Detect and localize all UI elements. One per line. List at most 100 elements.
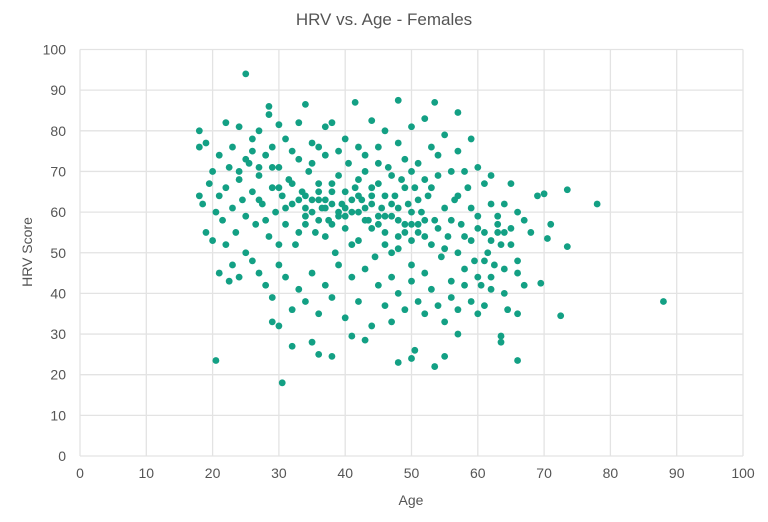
data-point bbox=[235, 273, 243, 281]
data-point bbox=[355, 298, 362, 305]
data-point bbox=[427, 285, 435, 293]
data-point bbox=[394, 216, 402, 224]
data-point bbox=[421, 233, 429, 240]
data-point bbox=[394, 359, 402, 366]
data-point bbox=[374, 159, 382, 167]
data-point bbox=[242, 212, 250, 220]
data-point bbox=[328, 200, 336, 208]
data-point bbox=[308, 208, 316, 216]
data-point bbox=[255, 269, 263, 277]
data-point bbox=[467, 237, 475, 244]
data-point bbox=[454, 330, 462, 338]
data-point bbox=[527, 229, 535, 236]
data-point bbox=[229, 261, 236, 269]
data-point bbox=[265, 103, 273, 110]
data-point bbox=[212, 208, 220, 216]
data-point bbox=[348, 196, 356, 204]
data-point bbox=[500, 290, 508, 297]
data-point bbox=[255, 127, 263, 135]
data-point bbox=[447, 294, 455, 301]
data-point bbox=[447, 216, 455, 224]
data-point bbox=[235, 168, 243, 175]
data-point bbox=[441, 318, 449, 326]
data-point bbox=[464, 184, 472, 192]
data-point bbox=[388, 318, 396, 326]
data-point bbox=[381, 212, 389, 220]
data-point bbox=[507, 224, 515, 232]
data-point bbox=[315, 196, 323, 204]
data-point bbox=[302, 298, 309, 305]
data-point bbox=[487, 172, 495, 179]
data-point bbox=[321, 196, 329, 204]
data-point bbox=[454, 249, 462, 257]
data-point bbox=[514, 310, 521, 318]
x-tick-label: 30 bbox=[271, 465, 287, 481]
data-point bbox=[481, 257, 488, 265]
data-point bbox=[500, 265, 508, 273]
data-point bbox=[368, 117, 376, 125]
data-point bbox=[348, 241, 356, 249]
data-point bbox=[398, 176, 405, 183]
data-point bbox=[275, 184, 283, 192]
data-point bbox=[371, 253, 379, 261]
y-tick-label: 80 bbox=[50, 123, 66, 139]
data-point bbox=[381, 229, 389, 236]
data-point bbox=[295, 229, 303, 236]
data-point bbox=[295, 119, 303, 127]
data-point bbox=[481, 229, 488, 236]
data-point bbox=[248, 257, 256, 265]
data-point bbox=[295, 285, 303, 293]
data-point bbox=[374, 143, 382, 151]
data-point bbox=[381, 302, 389, 309]
y-tick-label: 70 bbox=[50, 163, 66, 179]
y-tick-label: 100 bbox=[43, 42, 67, 58]
data-point bbox=[660, 298, 667, 305]
data-point bbox=[394, 245, 402, 253]
data-point bbox=[262, 281, 270, 289]
data-point bbox=[494, 212, 502, 220]
data-point bbox=[315, 350, 323, 358]
data-point bbox=[275, 241, 283, 249]
data-point bbox=[378, 204, 386, 212]
data-point bbox=[268, 143, 276, 151]
data-point bbox=[408, 277, 415, 285]
data-point bbox=[544, 235, 551, 242]
data-point bbox=[563, 243, 571, 251]
data-point bbox=[421, 216, 429, 224]
data-point bbox=[355, 192, 362, 200]
data-point bbox=[374, 212, 382, 220]
data-point bbox=[242, 249, 250, 257]
data-point bbox=[368, 322, 376, 330]
data-point bbox=[411, 346, 419, 354]
data-point bbox=[497, 338, 505, 346]
data-point bbox=[341, 135, 349, 143]
data-point bbox=[547, 220, 555, 228]
data-point bbox=[328, 180, 336, 188]
data-point bbox=[467, 298, 475, 305]
data-point bbox=[457, 220, 465, 228]
data-point bbox=[209, 237, 217, 244]
y-tick-label: 30 bbox=[50, 326, 66, 342]
data-point bbox=[315, 143, 323, 151]
data-point bbox=[355, 176, 362, 183]
data-point bbox=[335, 147, 342, 155]
data-point bbox=[361, 204, 369, 212]
data-point bbox=[229, 143, 236, 151]
data-point bbox=[388, 172, 396, 179]
data-point bbox=[454, 109, 462, 116]
data-point bbox=[272, 208, 279, 216]
data-point bbox=[321, 151, 329, 159]
data-point bbox=[514, 208, 521, 216]
y-tick-label: 20 bbox=[50, 367, 66, 383]
data-point bbox=[427, 241, 435, 249]
data-point bbox=[487, 273, 495, 281]
data-point bbox=[328, 294, 336, 301]
data-point bbox=[427, 143, 435, 151]
data-point bbox=[368, 200, 376, 208]
data-point bbox=[225, 277, 233, 285]
data-point bbox=[268, 294, 276, 301]
data-point bbox=[341, 224, 349, 232]
data-point bbox=[308, 338, 316, 346]
data-point bbox=[328, 353, 336, 360]
x-tick-label: 60 bbox=[470, 465, 486, 481]
